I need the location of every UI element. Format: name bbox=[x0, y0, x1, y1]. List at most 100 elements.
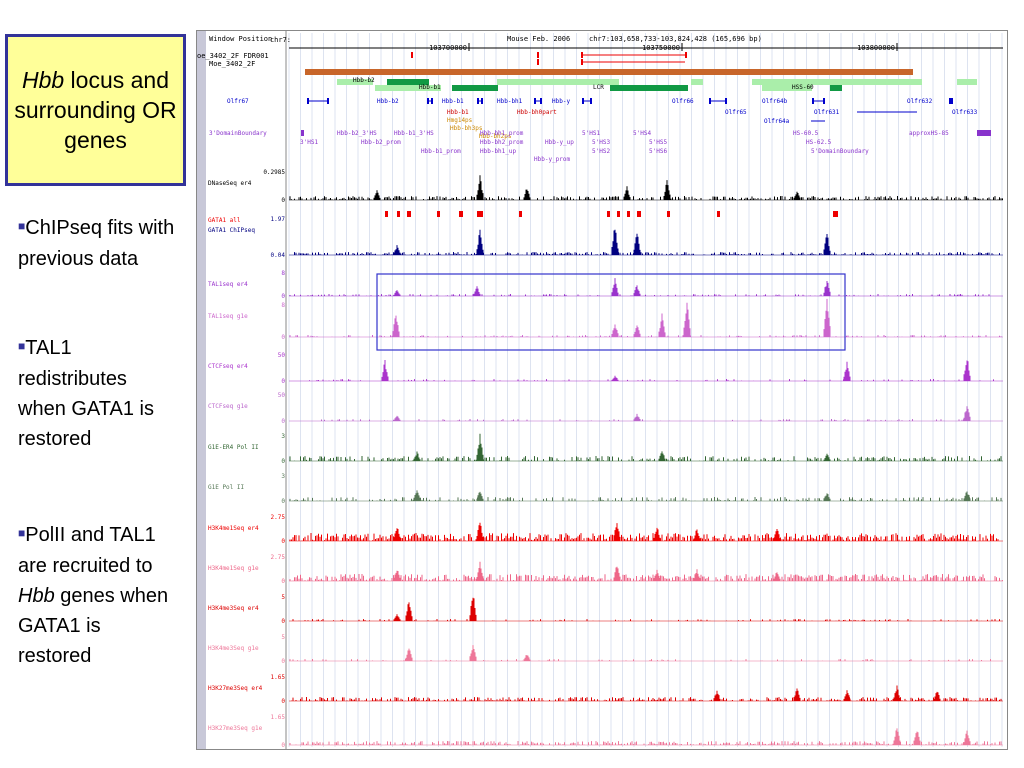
element-label: 5'HS5 bbox=[649, 139, 667, 146]
track-scale-bottom: 0 bbox=[281, 418, 285, 425]
gene-label: Olfr632 bbox=[907, 98, 933, 105]
region-label: Hbb-b2 bbox=[353, 77, 375, 84]
gata1-site bbox=[519, 211, 522, 217]
track-signal bbox=[309, 360, 994, 381]
gene-label: Hbb-bh0part bbox=[517, 109, 557, 116]
bullet-italic-text: Hbb bbox=[18, 584, 55, 607]
bullet-marker-icon: ■ bbox=[18, 218, 26, 233]
header-fdr-track: oe_3402_2F FDR001 bbox=[197, 52, 269, 60]
region-segment bbox=[375, 85, 441, 91]
bullet-text: ChIPseq fits with previous data bbox=[18, 217, 175, 270]
element-label: Hbb-bh1_up bbox=[480, 148, 517, 155]
track-scale-bottom: 0 bbox=[281, 498, 285, 505]
element-label: Hbb-bh2_prom bbox=[480, 139, 524, 146]
gene-exon bbox=[949, 98, 951, 104]
track-label: H3K4me1Seq er4 bbox=[208, 525, 259, 532]
track-scale-top: 50 bbox=[278, 352, 286, 359]
element-mark bbox=[301, 130, 304, 136]
ruler-tick-label: 103800000 bbox=[857, 44, 895, 52]
region-label: LCR bbox=[593, 84, 604, 91]
gata1-site bbox=[637, 211, 641, 217]
track-scale-top: 2.75 bbox=[271, 554, 286, 561]
track-scale-top: 5 bbox=[281, 634, 285, 641]
track-scale-bottom: 0 bbox=[281, 578, 285, 585]
gene-label: Hbb-bh1 bbox=[497, 98, 523, 105]
track-label: G1E Pol II bbox=[208, 484, 245, 491]
bullet-marker-icon: ■ bbox=[18, 338, 26, 353]
element-label: 5'HS6 bbox=[649, 148, 667, 155]
gata1-site bbox=[385, 211, 388, 217]
tal1-highlight-box bbox=[376, 273, 846, 351]
track-scale-bottom: 0.04 bbox=[271, 252, 286, 259]
fdr-mark bbox=[537, 52, 539, 58]
track-signal bbox=[289, 522, 999, 541]
gene-label: Olfr64b bbox=[762, 98, 788, 105]
track-scale-top: 1.97 bbox=[271, 216, 286, 223]
element-label: Hbb-b1_prom bbox=[421, 148, 461, 155]
track-scale-bottom: 0 bbox=[281, 197, 285, 204]
bullet-marker-icon: ■ bbox=[18, 525, 26, 540]
gata1-site bbox=[833, 211, 838, 217]
region-segment bbox=[609, 79, 619, 85]
gene-exon bbox=[540, 98, 542, 104]
track-scale-bottom: 0 bbox=[281, 742, 285, 749]
track-signal bbox=[292, 597, 1000, 621]
region-label: Hbb-b1 bbox=[419, 84, 441, 91]
track-label: G1E-ER4 Pol II bbox=[208, 444, 259, 451]
element-label: Hbb-y_prom bbox=[534, 156, 571, 163]
slide-title: Hbb locus and surrounding OR genes bbox=[8, 65, 183, 155]
gata1-site bbox=[717, 211, 720, 217]
gene-label: Olfr67 bbox=[227, 98, 249, 105]
track-scale-top: 0.2985 bbox=[263, 169, 285, 176]
gene-label: Olfr66 bbox=[672, 98, 694, 105]
track-label: H3K4me1Seq g1e bbox=[208, 565, 259, 572]
track-label: GATA1 all bbox=[208, 217, 241, 224]
bullet-text: PolII and TAL1 are recruited to bbox=[18, 524, 156, 577]
gene-label: Olfr64a bbox=[764, 118, 790, 125]
bullet-chipseq: ■ChIPseq fits with previous data bbox=[18, 213, 178, 274]
gene-exon bbox=[812, 98, 814, 104]
ruler-tick-label: 103700000 bbox=[429, 44, 467, 52]
track-scale-top: 3 bbox=[281, 433, 285, 440]
gata1-site bbox=[477, 211, 483, 217]
gene-label: Hbb-b1 bbox=[447, 109, 469, 116]
element-label: 5'HS1 bbox=[582, 130, 600, 137]
gata1-site bbox=[627, 211, 630, 217]
gene-label: Olfr633 bbox=[952, 109, 978, 116]
track-scale-bottom: 0 bbox=[281, 378, 285, 385]
track-scale-top: 5 bbox=[281, 594, 285, 601]
track-scale-bottom: 0 bbox=[281, 658, 285, 665]
element-label: Hbb-y_up bbox=[545, 139, 574, 146]
element-mark bbox=[977, 130, 991, 136]
fdr-mark bbox=[537, 59, 539, 65]
track-label: CTCFseq er4 bbox=[208, 363, 248, 370]
element-label: 5'HS2 bbox=[592, 148, 610, 155]
gata1-site bbox=[437, 211, 440, 217]
element-label: HS-62.5 bbox=[806, 139, 832, 146]
gata1-site bbox=[667, 211, 670, 217]
element-label: 3'HS1 bbox=[300, 139, 318, 146]
track-label: DNaseSeq er4 bbox=[208, 180, 252, 187]
track-scale-bottom: 0 bbox=[281, 618, 285, 625]
region-block bbox=[387, 79, 429, 85]
track-signal bbox=[289, 433, 1002, 461]
gene-label: Hbb-bh3ps bbox=[450, 125, 483, 132]
track-signal bbox=[289, 490, 1002, 501]
track-label: GATA1 ChIPseq bbox=[208, 227, 255, 234]
region-block bbox=[452, 85, 498, 91]
gene-label: Hmg14ps bbox=[447, 117, 473, 124]
bullet-text-end: genes when GATA1 is restored bbox=[18, 584, 169, 667]
track-label: H3K4me3Seq er4 bbox=[208, 605, 259, 612]
gene-exon bbox=[477, 98, 479, 104]
track-label: CTCFseq g1e bbox=[208, 403, 248, 410]
gene-label: Olfr65 bbox=[725, 109, 747, 116]
bullet-tal1: ■TAL1 redistributes when GATA1 is restor… bbox=[18, 333, 178, 454]
gata1-site bbox=[617, 211, 620, 217]
track-label: TAL1seq g1e bbox=[208, 313, 248, 320]
side-button-strip bbox=[197, 31, 206, 749]
track-scale-bottom: 0 bbox=[281, 698, 285, 705]
gene-exon bbox=[823, 98, 825, 104]
genome-browser-panel[interactable]: Window Position chr7: oe_3402_2F FDR001 Moe… bbox=[196, 30, 1008, 750]
bullet-text: TAL1 redistributes when GATA1 is restore… bbox=[18, 337, 154, 450]
